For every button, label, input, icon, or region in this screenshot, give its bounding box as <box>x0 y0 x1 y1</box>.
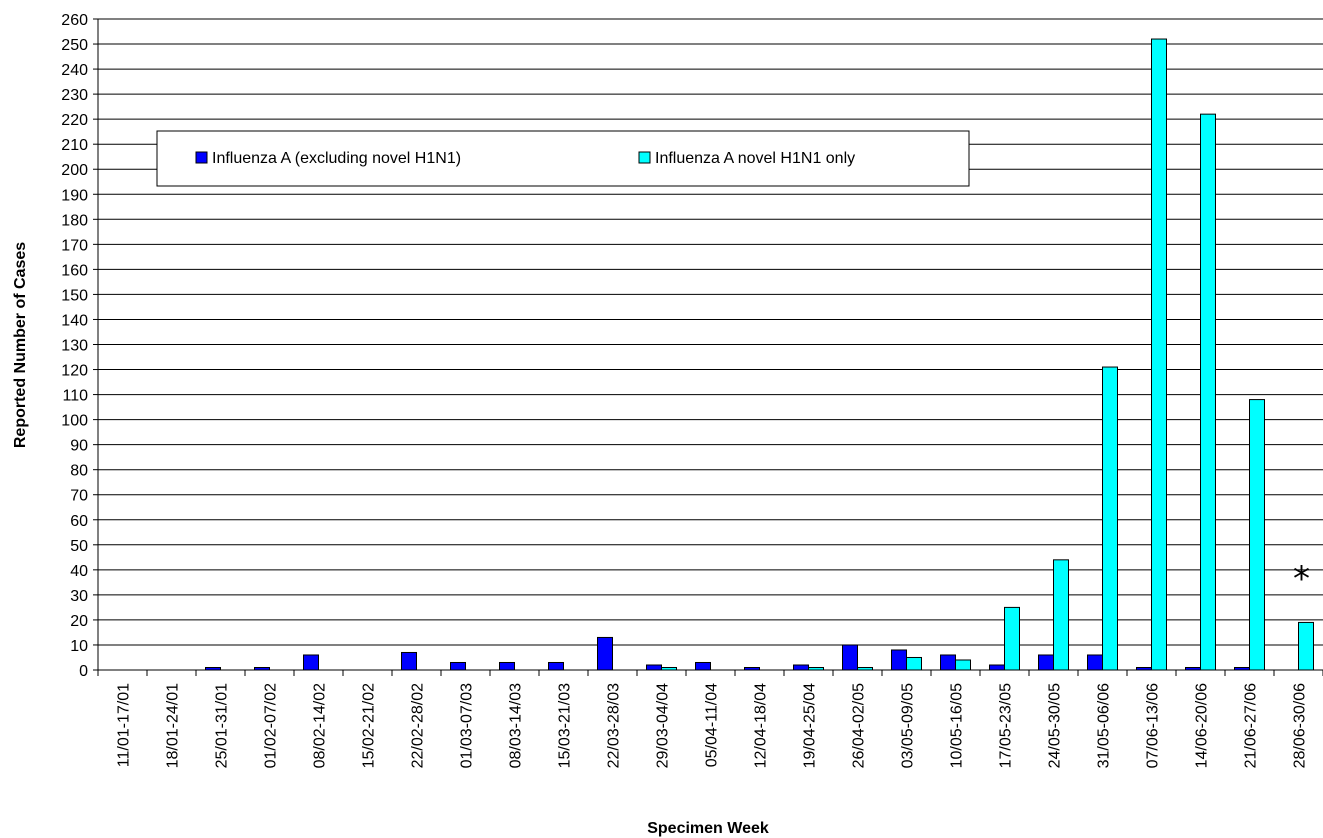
y-tick-label: 10 <box>70 638 88 655</box>
y-tick-label: 190 <box>61 187 88 204</box>
x-tick-label: 28/06-30/06 <box>1292 683 1309 769</box>
x-tick-label: 01/02-07/02 <box>263 683 280 769</box>
bar-series-2 <box>1102 366 1118 671</box>
bar-series-2 <box>1151 38 1167 671</box>
x-tick-label: 19/04-25/04 <box>802 683 819 769</box>
legend-label-series-1: Influenza A (excluding novel H1N1) <box>212 150 461 167</box>
y-tick-label: 130 <box>61 338 88 355</box>
y-tick-label: 250 <box>61 37 88 54</box>
x-tick-label: 17/05-23/05 <box>998 683 1015 769</box>
x-tick-label: 12/04-18/04 <box>753 683 770 769</box>
x-tick-label: 26/04-02/05 <box>851 683 868 769</box>
x-tick-label: 15/02-21/02 <box>361 683 378 769</box>
annotation-asterisk: * <box>1293 559 1310 599</box>
x-tick-labels: 11/01-17/01 18/01-24/01 25/01-31/01 01/02-0… <box>97 670 1323 769</box>
x-tick-label: 15/03-21/03 <box>557 683 574 769</box>
x-tick-label: 31/05-06/06 <box>1096 683 1113 769</box>
bar-series-2 <box>1249 399 1265 671</box>
bar-series-1 <box>940 654 956 671</box>
y-tick-label: 260 <box>61 12 88 29</box>
x-tick-label: 29/03-04/04 <box>655 683 672 769</box>
y-tick-label: 230 <box>61 87 88 104</box>
bar-series-2 <box>1200 113 1216 671</box>
bar-series-1 <box>695 661 711 671</box>
x-tick-label: 22/03-28/03 <box>606 683 623 769</box>
y-tick-label: 140 <box>61 312 88 329</box>
x-tick-label: 22/02-28/02 <box>410 683 427 769</box>
bar-series-2 <box>906 656 922 671</box>
bar-series-1 <box>793 664 809 671</box>
y-tick-label: 40 <box>70 563 88 580</box>
x-tick-label: 11/01-17/01 <box>116 683 133 767</box>
x-tick-label: 18/01-24/01 <box>165 683 182 769</box>
legend-swatch-series-2 <box>638 151 651 164</box>
y-tick-label: 0 <box>79 663 88 680</box>
x-tick-label: 08/02-14/02 <box>312 683 329 769</box>
y-tick-label: 50 <box>70 538 88 555</box>
y-tick-label: 220 <box>61 112 88 129</box>
x-tick-label: 05/04-11/04 <box>704 683 721 767</box>
bar-series-2 <box>1298 621 1314 671</box>
x-tick-label: 08/03-14/03 <box>508 683 525 769</box>
x-tick-label: 14/06-20/06 <box>1194 683 1211 769</box>
bar-series-1 <box>891 649 907 671</box>
x-tick-label: 10/05-16/05 <box>949 683 966 769</box>
bar-series-2 <box>955 659 971 671</box>
axes <box>97 19 1323 671</box>
y-tick-label: 80 <box>70 463 88 480</box>
x-axis-title: Specimen Week <box>647 820 769 837</box>
y-tick-label: 210 <box>61 137 88 154</box>
bar-series-1 <box>1087 654 1103 671</box>
y-tick-label: 180 <box>61 212 88 229</box>
bar-series-1 <box>1038 654 1054 671</box>
bar-series-1 <box>597 636 613 671</box>
bar-series-2 <box>1004 606 1020 671</box>
x-tick-label: 21/06-27/06 <box>1243 683 1260 769</box>
x-tick-label: 07/06-13/06 <box>1145 683 1162 769</box>
y-tick-label: 100 <box>61 413 88 430</box>
y-tick-label: 90 <box>70 438 88 455</box>
y-tick-labels: 0 10 20 30 40 50 60 70 80 90 100 110 120 130 140 150 160… <box>61 12 88 680</box>
legend-swatch-series-1 <box>195 151 208 164</box>
y-tick-label: 150 <box>61 287 88 304</box>
bar-series-1 <box>401 651 417 671</box>
bar-series-1 <box>842 644 858 671</box>
bar-series-1 <box>303 654 319 671</box>
gridlines <box>93 18 1323 671</box>
legend: Influenza A (excluding novel H1N1) Influ… <box>156 130 970 187</box>
legend-box <box>156 130 970 187</box>
bar-series-2 <box>1053 559 1069 671</box>
y-tick-label: 30 <box>70 588 88 605</box>
legend-label-series-2: Influenza A novel H1N1 only <box>655 150 855 167</box>
x-tick-label: 24/05-30/05 <box>1047 683 1064 769</box>
y-tick-label: 170 <box>61 237 88 254</box>
bar-series-1 <box>450 661 466 671</box>
y-tick-label: 110 <box>62 388 88 405</box>
x-tick-label: 01/03-07/03 <box>459 683 476 769</box>
y-tick-label: 20 <box>70 613 88 630</box>
y-tick-label: 240 <box>61 62 88 79</box>
y-axis-title: Reported Number of Cases <box>12 242 29 448</box>
y-tick-label: 120 <box>61 363 88 380</box>
x-tick-label: 25/01-31/01 <box>214 683 231 769</box>
bar-series-1 <box>646 664 662 671</box>
y-tick-label: 70 <box>70 488 88 505</box>
bar-series-1 <box>548 661 564 671</box>
y-tick-label: 60 <box>70 513 88 530</box>
bar-series-1 <box>989 664 1005 671</box>
y-tick-label: 200 <box>61 162 88 179</box>
bar-series-1 <box>499 661 515 671</box>
x-tick-label: 03/05-09/05 <box>900 683 917 769</box>
y-tick-label: 160 <box>61 262 88 279</box>
